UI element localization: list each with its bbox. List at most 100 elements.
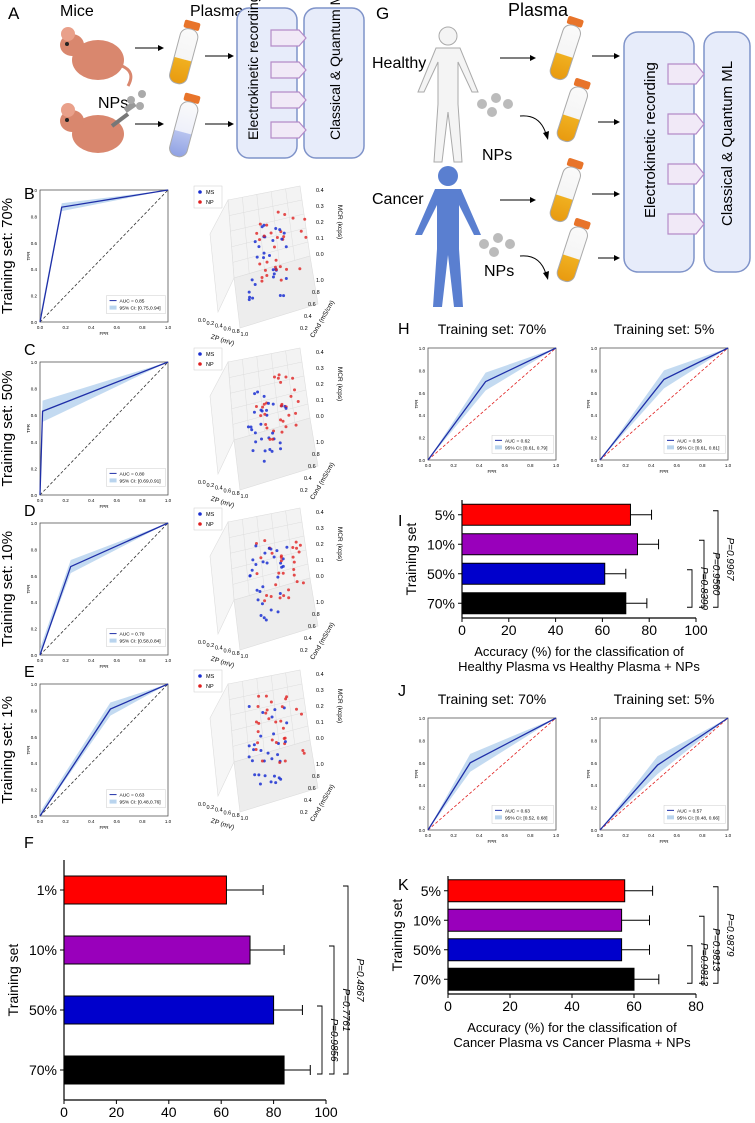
plasma-label: Plasma	[508, 0, 569, 20]
roc-layer: 0.00.20.40.60.81.00.0 0.2 0.4 0.6 0.8 1.0FPRT…	[0, 188, 732, 844]
scatter-point-ms	[255, 588, 259, 592]
panel-letter-g: G	[376, 4, 389, 23]
scatter-x-tick: 0.4	[215, 486, 223, 492]
scatter-point-ms	[272, 732, 276, 736]
scatter-z-tick: 0.0	[316, 574, 324, 580]
scatter-point-np	[263, 412, 267, 416]
roc-y-tick: 1.0	[591, 346, 598, 351]
scatter-legend-np-swatch	[198, 200, 202, 204]
bar-x-tick: 100	[314, 1104, 338, 1120]
scatter-point-ms	[251, 296, 255, 300]
roc-y-tick: 0.6	[31, 574, 38, 579]
scatter-point-np	[274, 268, 278, 272]
scatter-grid-line	[285, 350, 296, 423]
scatter-legend-np: NP	[206, 362, 214, 368]
scatter-z-tick: 0.2	[316, 382, 324, 388]
roc-x-label: FPR	[660, 839, 670, 844]
mouse-icon	[60, 27, 133, 87]
scatter-point-np	[265, 260, 269, 264]
training-set-label: Training set: 10%	[0, 531, 16, 647]
roc-legend-ci-swatch	[109, 638, 117, 643]
bar-x-tick: 0	[444, 998, 452, 1014]
scatter-point-np	[281, 726, 285, 730]
roc-chance-line	[39, 189, 169, 323]
scatter-point-np	[265, 223, 269, 227]
bar-category-label: 50%	[413, 942, 441, 958]
roc-chance-line	[427, 347, 557, 461]
scatter-point-np	[292, 573, 296, 577]
significance-bracket	[687, 569, 693, 608]
bar-y-label: Training set	[403, 523, 419, 596]
scatter-x-tick: 0.6	[224, 810, 232, 816]
scatter-x-tick: 0.6	[224, 326, 232, 332]
roc-legend-box	[106, 468, 166, 487]
roc-x-tick: 0.4	[476, 833, 483, 838]
roc-ci-band	[600, 348, 728, 460]
scatter-point-ms	[252, 410, 256, 414]
roc-x-tick: 0.6	[502, 463, 509, 468]
scatter-y-tick: 0.6	[308, 302, 316, 308]
roc-curve	[599, 717, 729, 831]
scatter-point-np	[281, 419, 285, 423]
scatter-point-ms	[267, 546, 271, 550]
scatter-point-np	[269, 231, 273, 235]
scatter-y-tick: 0.4	[304, 798, 312, 804]
scatter-grid-line	[229, 199, 303, 216]
scatter-x-label: ZP (mV)	[210, 496, 235, 510]
mice-label: Mice	[60, 3, 94, 20]
scatter-point-ms	[259, 614, 263, 618]
bar	[447, 938, 623, 962]
bar-x-tick: 40	[548, 622, 564, 638]
roc-y-label: TPR	[26, 423, 31, 433]
mouse-icon	[60, 101, 137, 153]
scatter-point-ms	[285, 721, 289, 725]
roc-legend-ci: 95% CI: [0.48,0.76]	[120, 800, 161, 806]
scatter-y-tick: 0.4	[304, 476, 312, 482]
bar	[461, 562, 606, 585]
p-value-label: P=0.9856	[328, 1018, 339, 1062]
scatter-grid-line	[232, 563, 309, 585]
roc-y-label: TPR	[586, 399, 591, 409]
scatter-point-ms	[257, 245, 261, 249]
scatter-point-ms	[282, 231, 286, 235]
roc-x-label: FPR	[100, 504, 110, 509]
scatter-point-np	[285, 267, 289, 271]
roc-x-tick: 0.6	[114, 325, 121, 330]
roc-chance-line	[39, 361, 169, 496]
cancer-np-tube-icon	[556, 218, 591, 283]
roc-y-tick: 0.0	[31, 814, 38, 819]
scatter-point-ms	[276, 610, 280, 614]
scatter-z-tick: 0.1	[316, 236, 324, 242]
bar-category-label: 5%	[435, 507, 455, 523]
scatter-z-tick: 0.0	[316, 736, 324, 742]
scatter-legend-ms-swatch	[198, 512, 202, 516]
cancer-person-icon	[415, 166, 481, 307]
bar-chart: 0 20 40 60 80 5% 10% 50% 70% Training set Accuracy…	[389, 876, 735, 1050]
scatter-point-ms	[265, 561, 269, 565]
scatter-point-ms	[260, 437, 264, 441]
scatter-grid-line	[232, 725, 309, 747]
scatter-legend-np-swatch	[198, 684, 202, 688]
scatter-point-ms	[253, 282, 257, 286]
scatter-point-ms	[284, 277, 288, 281]
roc-y-tick: 1.0	[31, 188, 38, 193]
scatter-point-np	[271, 437, 275, 441]
scatter-point-np	[291, 555, 295, 559]
scatter-point-ms	[278, 441, 282, 445]
scatter-point-np	[280, 430, 284, 434]
training-set-title: Training set: 70%	[438, 321, 546, 337]
roc-legend-box	[106, 789, 166, 808]
scatter-floor-pane	[233, 417, 319, 491]
scatter-grid-line	[231, 549, 307, 570]
ml-box	[703, 31, 751, 273]
roc-legend-auc: AUC = 0.85	[120, 299, 145, 305]
healthy-label: Healthy	[372, 55, 426, 72]
scatter-point-np	[262, 234, 266, 238]
scatter-point-np	[282, 235, 286, 239]
roc-y-label: TPR	[586, 769, 591, 779]
scatter-grid-line	[229, 521, 303, 538]
scatter-legend-ms: MS	[206, 674, 215, 680]
roc-y-label: TPR	[26, 745, 31, 755]
roc-y-label: TPR	[414, 769, 419, 779]
scatter-x-tick: 0.0	[198, 640, 206, 646]
